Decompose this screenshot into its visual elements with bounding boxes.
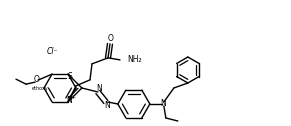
Text: N: N (96, 84, 102, 93)
Text: +: + (70, 95, 75, 100)
Text: N: N (66, 96, 72, 105)
Text: NH₂: NH₂ (127, 55, 142, 64)
Text: O: O (34, 75, 40, 84)
Text: ethoxy: ethoxy (32, 86, 48, 91)
Text: N: N (104, 101, 110, 110)
Text: S: S (67, 72, 72, 81)
Text: Cl⁻: Cl⁻ (46, 48, 58, 56)
Text: N: N (160, 100, 166, 108)
Text: O: O (108, 34, 114, 43)
